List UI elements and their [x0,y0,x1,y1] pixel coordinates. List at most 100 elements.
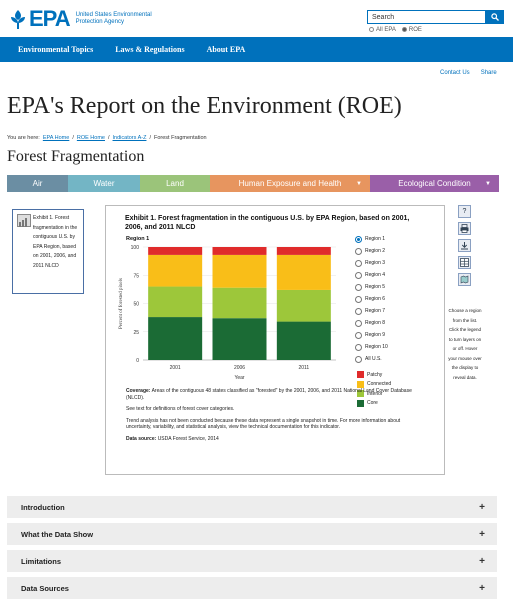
region-option[interactable]: Region 7 [355,305,388,317]
tab-human-exposure[interactable]: Human Exposure and Health ▼ [210,175,370,192]
region-option[interactable]: Region 2 [355,245,388,257]
print-icon [460,224,469,233]
legend-item[interactable]: Connected [357,380,391,390]
accordion-label: Limitations [21,556,62,566]
legend-swatch [357,380,364,388]
x-tick-label: 2011 [298,365,309,371]
download-icon [461,242,468,250]
print-button[interactable] [458,222,471,235]
bar-segment-core[interactable] [276,321,331,360]
tab-land-label: Land [166,179,184,188]
epa-logo[interactable]: EPA United States Environmental Protecti… [8,8,166,30]
radio-selected-icon [355,235,362,243]
exhibit-panel: Exhibit 1. Forest fragmentation in the c… [105,205,445,475]
instructions-text: Choose a region from the list. Click the… [448,308,482,380]
exhibit-thumbnail[interactable]: Exhibit 1. Forest fragmentation in the c… [12,209,84,294]
radio-selected-icon [401,27,407,32]
bar-segment-patchy[interactable] [276,247,331,255]
region-option[interactable]: Region 5 [355,281,388,293]
bar-segment-interior[interactable] [148,286,203,318]
topic-tabs: Air Water Land Human Exposure and Health… [7,175,499,192]
radio-icon [355,307,362,315]
main-nav: Environmental Topics Laws & Regulations … [0,37,513,62]
y-tick-label: 0 [136,358,139,364]
bar-segment-connected[interactable] [276,254,331,290]
region-label: Region 9 [365,332,386,338]
breadcrumb-separator: / [72,135,74,141]
legend-swatch [357,390,364,398]
region-label: Region 10 [365,344,388,350]
plus-icon: + [479,501,485,513]
bar-segment-connected[interactable] [148,254,203,287]
nav-laws-regulations[interactable]: Laws & Regulations [115,45,185,54]
tab-water[interactable]: Water [68,175,140,192]
bar-segment-interior[interactable] [276,289,331,322]
region-option[interactable]: Region 6 [355,293,388,305]
legend-label: Patchy [367,371,383,378]
legend-item[interactable]: Interior [357,389,391,399]
bar-segment-interior[interactable] [212,287,267,319]
search-input[interactable]: Search [367,10,486,24]
region-option[interactable]: Region 8 [355,317,388,329]
accordion-introduction[interactable]: Introduction + [7,496,497,518]
bar-segment-core[interactable] [212,318,267,360]
accordion-label: Introduction [21,502,65,512]
bar-segment-core[interactable] [148,317,203,360]
nav-environmental-topics[interactable]: Environmental Topics [18,45,94,54]
region-option[interactable]: Region 9 [355,329,388,341]
map-button[interactable] [458,273,471,286]
scope-all-label: All EPA [376,27,396,34]
region-option[interactable]: Region 10 [355,341,388,353]
region-option[interactable]: Region 4 [355,269,388,281]
legend-item[interactable]: Patchy [357,370,391,380]
chart-legend: Patchy Connected Interior Core [357,370,391,408]
download-button[interactable] [458,239,471,252]
region-option[interactable]: All U.S. [355,353,388,365]
tab-ecological-condition[interactable]: Ecological Condition ▼ [370,175,499,192]
legend-swatch [357,399,364,407]
region-label: Region 1 [365,236,386,242]
tab-air[interactable]: Air [7,175,68,192]
bar-segment-patchy[interactable] [212,247,267,255]
bar-segment-connected[interactable] [212,254,267,288]
help-button[interactable]: ? [458,205,471,218]
x-tick-label: 2006 [234,365,245,371]
legend-label: Interior [367,390,383,397]
breadcrumb-roe-home[interactable]: ROE Home [76,135,105,141]
accordion-data-sources[interactable]: Data Sources + [7,577,497,599]
logo-subtitle: United States Environmental Protection A… [75,12,152,25]
exhibit-tools: ? [458,205,471,290]
stacked-bar-chart[interactable]: 0 25 50 75 100 2001 2006 2011 Year Percent of for… [106,206,356,386]
x-axis-label: Year [234,375,244,381]
legend-item[interactable]: Core [357,399,391,409]
accordion-limitations[interactable]: Limitations + [7,550,497,572]
radio-icon [355,319,362,327]
source-text: USDA Forest Service, 2014 [157,435,219,442]
breadcrumb-epa-home[interactable]: EPA Home [42,135,70,141]
data-table-button[interactable] [458,256,471,269]
bar-segment-patchy[interactable] [148,247,203,255]
share-link[interactable]: Share [480,70,497,76]
tab-ecological-label: Ecological Condition [398,179,471,188]
region-option[interactable]: Region 1 [355,233,388,245]
radio-icon [355,331,362,339]
region-label: Region 4 [365,272,386,278]
contact-us-link[interactable]: Contact Us [440,70,470,76]
radio-icon [355,283,362,291]
radio-icon [355,247,362,255]
map-icon [460,275,469,284]
tab-air-label: Air [32,179,43,188]
scope-roe[interactable]: ROE [401,27,422,33]
tab-land[interactable]: Land [140,175,210,192]
breadcrumb-indicators[interactable]: Indicators A-Z [112,135,147,141]
chart-thumbnail-icon [17,214,31,227]
region-label: Region 3 [365,260,386,266]
nav-about-epa[interactable]: About EPA [206,45,246,54]
region-option[interactable]: Region 3 [355,257,388,269]
plus-icon: + [479,582,485,594]
search-button[interactable] [486,10,504,24]
legend-label: Connected [367,381,392,388]
scope-all-epa[interactable]: All EPA [369,27,396,33]
y-tick-label: 50 [133,302,139,308]
accordion-what-the-data-show[interactable]: What the Data Show + [7,523,497,545]
